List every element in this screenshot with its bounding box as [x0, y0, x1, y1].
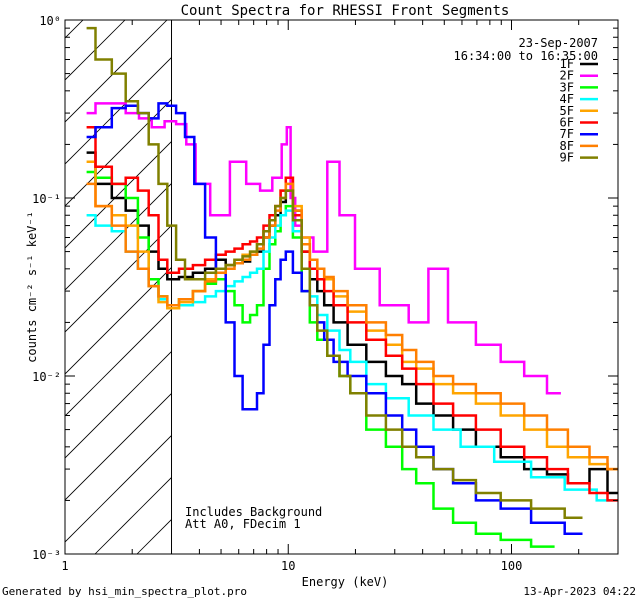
- legend-label: 1F: [560, 57, 574, 71]
- legend-label: 7F: [560, 127, 574, 141]
- axis-ticks: [64, 19, 619, 555]
- legend-label: 9F: [560, 151, 574, 165]
- spectra-series: [86, 26, 618, 548]
- axis-tick-labels: 1 10 100 10⁰ 10⁻¹ 10⁻² 10⁻³: [32, 14, 522, 573]
- hatch-line: [65, 182, 172, 291]
- series-4F: [86, 209, 618, 502]
- plot-frame: [64, 19, 619, 555]
- series-2F: [86, 102, 561, 395]
- legend-label: 2F: [560, 69, 574, 83]
- date-label: 23-Sep-2007: [519, 36, 598, 50]
- hatch-line: [94, 476, 172, 554]
- legend-label: 8F: [560, 139, 574, 153]
- hatch-line: [65, 224, 172, 333]
- hatch-line: [65, 20, 168, 123]
- x-tick-label: 100: [501, 559, 523, 573]
- time-range-label: 16:34:00 to 16:35:00: [454, 49, 599, 63]
- legend-label: 3F: [560, 80, 574, 94]
- hatch-line: [65, 98, 172, 207]
- generated-by-label: Generated by hsi_min_spectra_plot.pro: [2, 585, 247, 598]
- hatch-line: [0, 0, 107, 554]
- timestamp-label: 13-Apr-2023 04:22: [523, 585, 636, 598]
- y-tick-label: 10⁰: [39, 14, 61, 28]
- y-tick-label: 10⁻³: [32, 548, 61, 562]
- chart-title: Count Spectra for RHESSI Front Segments: [181, 3, 510, 19]
- hatch-line: [65, 392, 172, 501]
- series-3F: [86, 170, 555, 548]
- hatch-lines: [0, 0, 172, 554]
- series-9F: [86, 26, 583, 519]
- legend-label: 4F: [560, 92, 574, 106]
- x-axis-label: Energy (keV): [302, 575, 389, 589]
- x-tick-label: 1: [61, 559, 68, 573]
- annotation-attenuator: Att A0, FDecim 1: [185, 517, 301, 531]
- annotation-background: Includes Background: [185, 505, 322, 519]
- hatch-line: [65, 20, 126, 81]
- legend-label: 5F: [560, 104, 574, 118]
- hatch-line: [65, 350, 172, 459]
- y-tick-label: 10⁻²: [32, 370, 61, 384]
- y-tick-label: 10⁻¹: [32, 192, 61, 206]
- hatch-line: [65, 56, 172, 165]
- hatched-region: [0, 0, 173, 554]
- legend-label: 6F: [560, 116, 574, 130]
- x-tick-label: 10: [281, 559, 295, 573]
- hatch-line: [65, 434, 172, 543]
- y-axis-label: counts cm⁻² s⁻¹ keV⁻¹: [25, 211, 39, 363]
